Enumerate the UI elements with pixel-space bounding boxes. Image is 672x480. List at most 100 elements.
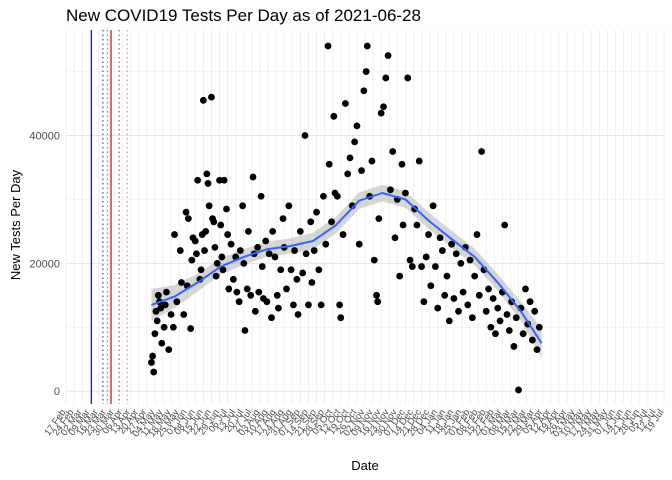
data-point [305,301,312,309]
data-point [432,263,439,270]
data-point [434,304,442,312]
data-point [325,160,333,168]
data-point [406,256,414,264]
data-point [317,301,325,309]
data-point [202,227,210,235]
data-point [180,311,188,318]
data-point [443,272,451,280]
data-point [210,218,218,226]
data-point [154,291,162,299]
data-point [194,176,202,184]
data-point [386,186,394,194]
data-point [531,307,539,315]
data-point [212,272,220,280]
data-point [151,330,159,338]
data-point [229,275,237,283]
data-point [291,247,298,254]
data-point [204,180,212,187]
data-point [344,170,352,178]
data-point [408,263,416,270]
data-point [308,279,316,286]
data-point [313,208,320,216]
data-point [358,167,365,175]
data-point [302,250,310,258]
data-point [473,231,481,238]
data-point [464,301,472,309]
data-point [404,74,412,82]
data-point [205,202,213,210]
data-point [471,272,479,280]
data-point [275,304,282,312]
data-point [489,295,497,302]
confidence-band [151,184,542,358]
data-point [368,157,376,165]
data-point [149,352,156,360]
data-point [415,157,423,165]
y-tick-label: 20000 [29,258,60,270]
data-point [251,307,259,315]
data-point [199,96,207,104]
chart-title: New COVID19 Tests Per Day as of 2021-06-… [66,6,421,25]
data-point [193,250,200,258]
data-point [169,323,177,331]
data-point [519,330,527,338]
data-point [373,291,380,299]
data-point [148,359,155,366]
data-point [448,240,455,248]
data-point [501,221,509,229]
data-point [293,275,301,283]
data-point [346,154,354,162]
data-point [391,234,399,242]
data-point [173,298,181,306]
data-point [236,247,244,254]
y-axis-label: New Tests Per Day [8,169,23,280]
data-point [227,240,235,248]
data-point [285,202,293,210]
data-point [496,317,504,325]
data-point [339,231,347,238]
data-point [351,138,359,146]
data-point [413,221,421,229]
data-points-layer [148,42,543,394]
data-point [188,256,196,264]
data-point [158,339,166,347]
data-point [459,288,467,296]
data-point [240,259,248,267]
data-point [360,87,368,95]
data-point [398,160,406,168]
data-point [450,295,458,302]
data-point [315,266,323,274]
data-point [279,215,287,222]
data-point [503,311,511,318]
data-point [150,368,158,376]
data-point [389,148,397,155]
data-point [494,304,502,312]
data-point [510,343,518,350]
data-point [320,192,327,200]
data-point [265,250,273,258]
data-point [475,291,483,299]
data-point [528,336,536,344]
data-point [505,327,513,334]
data-point [370,256,378,264]
data-point [330,112,338,120]
data-point [262,237,270,245]
confidence-band-layer [151,184,542,358]
data-point [171,231,178,238]
data-point [197,266,205,274]
data-point [438,247,446,254]
data-point [178,279,185,286]
data-point [355,240,363,248]
data-point [271,253,279,261]
data-point [375,215,383,222]
data-point [218,253,226,261]
data-point [382,74,390,82]
data-point [223,205,230,213]
data-point [482,307,490,315]
data-point [384,52,392,59]
data-point [455,307,462,315]
data-point [374,298,382,306]
data-point [241,327,249,334]
data-point [203,170,211,178]
x-axis-label: Date [351,458,378,473]
